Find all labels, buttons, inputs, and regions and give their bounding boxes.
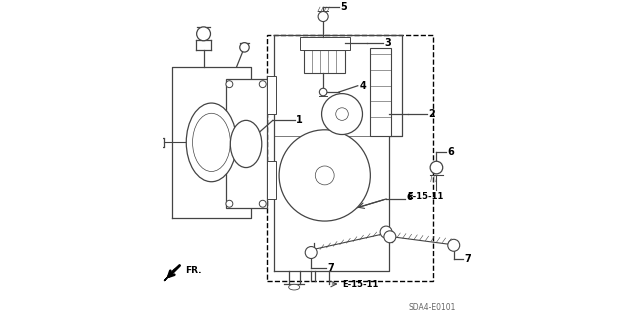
Text: 7: 7	[464, 254, 471, 264]
Text: 7: 7	[328, 263, 335, 273]
Circle shape	[226, 200, 233, 207]
Text: SDA4-E0101: SDA4-E0101	[408, 303, 456, 312]
Circle shape	[259, 81, 266, 88]
Ellipse shape	[230, 120, 262, 168]
Circle shape	[240, 43, 249, 52]
Text: E-15-11: E-15-11	[342, 280, 379, 289]
Circle shape	[380, 226, 392, 238]
Ellipse shape	[193, 113, 230, 172]
Circle shape	[319, 88, 327, 96]
Text: 6: 6	[447, 147, 454, 157]
Circle shape	[321, 94, 362, 134]
Circle shape	[196, 27, 211, 41]
Circle shape	[448, 239, 460, 251]
Bar	[266, 161, 276, 199]
Bar	[266, 36, 433, 281]
Circle shape	[430, 161, 443, 174]
Text: 5: 5	[340, 2, 348, 12]
Bar	[304, 50, 345, 73]
Bar	[371, 48, 391, 136]
Text: 2: 2	[429, 109, 435, 119]
Ellipse shape	[186, 103, 237, 182]
Circle shape	[336, 108, 348, 120]
Circle shape	[259, 200, 266, 207]
Bar	[300, 37, 350, 50]
Bar	[225, 79, 266, 208]
Circle shape	[279, 130, 371, 221]
Polygon shape	[164, 265, 180, 281]
Circle shape	[305, 246, 317, 259]
Text: 6: 6	[406, 193, 413, 202]
Text: E-15-11: E-15-11	[408, 192, 444, 201]
Text: FR.: FR.	[185, 266, 201, 275]
Ellipse shape	[289, 284, 300, 290]
Bar	[266, 76, 276, 114]
Circle shape	[226, 81, 233, 88]
Text: 1: 1	[296, 115, 303, 125]
Text: 4: 4	[359, 81, 366, 91]
Circle shape	[316, 166, 334, 185]
Circle shape	[384, 231, 396, 243]
Text: 3: 3	[385, 38, 391, 48]
Circle shape	[318, 12, 328, 21]
